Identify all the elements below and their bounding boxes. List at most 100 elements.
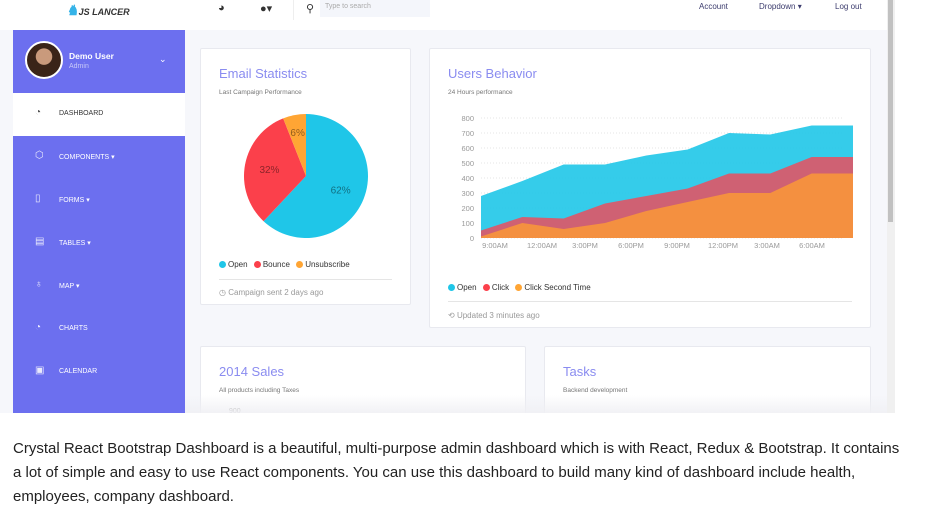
legend-open: Open bbox=[457, 283, 477, 292]
scrollbar[interactable] bbox=[887, 0, 895, 413]
users-behavior-card: Users Behavior 24 Hours performance 0 100… bbox=[429, 48, 871, 328]
sidebar-item-tables[interactable]: ▤ TABLES ▾ bbox=[35, 236, 91, 247]
pie-slice-bounce bbox=[244, 118, 306, 222]
legend-dot-bounce bbox=[253, 261, 261, 268]
sidebar-item-label: COMPONENTS bbox=[59, 154, 110, 161]
user-name: Demo User bbox=[69, 51, 114, 61]
legend-unsubscribe: Unsubscribe bbox=[305, 260, 350, 269]
history-icon: ⟲ bbox=[448, 311, 455, 320]
chevron-down-icon[interactable]: ⌄ bbox=[159, 54, 167, 64]
pie-chart: 62% 32% 6% bbox=[244, 114, 368, 238]
sidebar: Demo User Admin ⌄ ◔ DASHBOARD ⬡ COMPONENTS… bbox=[13, 30, 185, 413]
x-tick-label: 9:00PM bbox=[664, 241, 690, 250]
legend-click: Click bbox=[491, 283, 510, 292]
logo[interactable]: ♞JS LANCER bbox=[66, 2, 130, 19]
card-title: Email Statistics bbox=[219, 66, 308, 81]
calendar-icon: ▣ bbox=[35, 365, 45, 376]
pie-data-label: 6% bbox=[290, 128, 305, 139]
y-tick-label: 0 bbox=[470, 234, 474, 243]
legend-dot-open bbox=[219, 261, 226, 268]
sidebar-item-forms[interactable]: ▯ FORMS ▾ bbox=[35, 193, 90, 204]
y-tick-label: 500 bbox=[461, 159, 474, 168]
pie-data-label: 32% bbox=[259, 165, 279, 176]
user-role: Admin bbox=[69, 63, 89, 70]
account-link[interactable]: Account bbox=[699, 2, 728, 11]
top-navbar: ♞JS LANCER ◕ ●▾ ⚲ Type to search Account… bbox=[0, 0, 888, 30]
sidebar-item-map[interactable]: ♁ MAP ▾ bbox=[35, 279, 80, 290]
divider bbox=[448, 301, 852, 302]
sidebar-item-label: CALENDAR bbox=[59, 368, 98, 375]
sidebar-item-calendar[interactable]: ▣ CALENDAR bbox=[13, 351, 185, 394]
dashboard-gauge-icon[interactable]: ◕ bbox=[218, 2, 225, 14]
x-tick-label: 3:00AM bbox=[754, 241, 780, 250]
divider bbox=[293, 0, 294, 20]
sidebar-item-dashboard[interactable]: ◔ DASHBOARD bbox=[13, 93, 185, 136]
cube-icon: ⬡ bbox=[35, 150, 44, 161]
pie-data-label: 62% bbox=[331, 186, 351, 197]
x-tick-label: 3:00PM bbox=[572, 241, 598, 250]
footer-text: Updated 3 minutes ago bbox=[456, 311, 540, 320]
y-tick-label: 300 bbox=[461, 189, 474, 198]
logout-link[interactable]: Log out bbox=[835, 2, 862, 11]
y-tick-label: 200 bbox=[461, 204, 474, 213]
globe-dropdown-icon[interactable]: ●▾ bbox=[260, 3, 273, 15]
sidebar-item-label: CHARTS bbox=[59, 325, 88, 332]
pie-chart-icon: ◔ bbox=[35, 322, 42, 333]
y-tick-label: 700 bbox=[461, 129, 474, 138]
logo-text: JS LANCER bbox=[78, 7, 130, 17]
legend-dot-open bbox=[448, 284, 455, 291]
dropdown-link[interactable]: Dropdown ▾ bbox=[759, 2, 802, 11]
legend-bounce: Bounce bbox=[262, 260, 290, 269]
x-tick-label: 12:00PM bbox=[708, 241, 738, 250]
card-subtitle: Last Campaign Performance bbox=[219, 89, 302, 96]
card-subtitle: 24 Hours performance bbox=[448, 89, 513, 96]
legend-dot-click bbox=[482, 284, 490, 291]
card-title: Users Behavior bbox=[448, 66, 537, 81]
area-legend: Open Click Click Second Time bbox=[444, 283, 591, 292]
avatar bbox=[25, 41, 63, 79]
pie-slice-open bbox=[263, 114, 368, 238]
card-subtitle: Backend development bbox=[563, 387, 628, 394]
clock-icon: ◷ bbox=[219, 288, 226, 297]
y-tick-label: 100 bbox=[461, 219, 474, 228]
sidebar-item-label: MAP bbox=[59, 283, 75, 290]
card-subtitle: All products including Taxes bbox=[219, 387, 300, 394]
legend-open: Open bbox=[228, 260, 248, 269]
x-tick-label: 12:00AM bbox=[527, 241, 557, 250]
x-tick-label: 9:00AM bbox=[482, 241, 508, 250]
legend-dot-unsubscribe bbox=[296, 261, 304, 268]
sidebar-item-components[interactable]: ⬡ COMPONENTS ▾ bbox=[35, 150, 115, 161]
scrollbar-thumb[interactable] bbox=[888, 0, 893, 222]
sidebar-item-label: DASHBOARD bbox=[59, 110, 104, 117]
area-series-click-second-time bbox=[481, 173, 853, 238]
y-tick-label: 800 bbox=[461, 114, 474, 123]
card-footer: ◷ Campaign sent 2 days ago bbox=[219, 288, 323, 297]
footer-text: Campaign sent 2 days ago bbox=[228, 288, 324, 297]
x-tick-label: 6:00PM bbox=[618, 241, 644, 250]
legend-click-second-time: Click Second Time bbox=[524, 283, 591, 292]
user-profile[interactable]: Demo User Admin ⌄ bbox=[13, 30, 185, 93]
legend-dot-click-second bbox=[515, 284, 523, 291]
card-footer: ⟲ Updated 3 minutes ago bbox=[448, 311, 540, 320]
x-tick-label: 6:00AM bbox=[799, 241, 825, 250]
fade-overlay bbox=[185, 395, 887, 413]
pie-legend: Open Bounce Unsubscribe bbox=[215, 260, 350, 269]
search-input[interactable]: Type to search bbox=[320, 0, 430, 17]
y-tick-label: 400 bbox=[461, 174, 474, 183]
description-text: Crystal React Bootstrap Dashboard is a b… bbox=[13, 440, 900, 505]
email-statistics-card: Email Statistics Last Campaign Performan… bbox=[200, 48, 411, 305]
card-title: 2014 Sales bbox=[219, 364, 285, 379]
card-title: Tasks bbox=[563, 364, 597, 379]
sidebar-item-label: FORMS bbox=[59, 197, 85, 204]
clipboard-icon: ▯ bbox=[35, 193, 41, 204]
dropdown-label: Dropdown bbox=[759, 2, 796, 11]
sidebar-item-label: TABLES bbox=[59, 240, 86, 247]
search-icon: ⚲ bbox=[306, 3, 315, 15]
sidebar-item-charts[interactable]: ◔ CHARTS bbox=[13, 308, 185, 351]
table-icon: ▤ bbox=[35, 236, 45, 247]
divider bbox=[219, 279, 392, 280]
pie-slice-unsubscribe bbox=[283, 114, 306, 176]
area-chart: 0 100 200 300 400 500 600 700 800 9:00AM 12:00AM 3:… bbox=[461, 114, 853, 250]
clock-chart-icon: ◔ bbox=[35, 107, 42, 118]
map-pin-icon: ♁ bbox=[35, 279, 43, 290]
